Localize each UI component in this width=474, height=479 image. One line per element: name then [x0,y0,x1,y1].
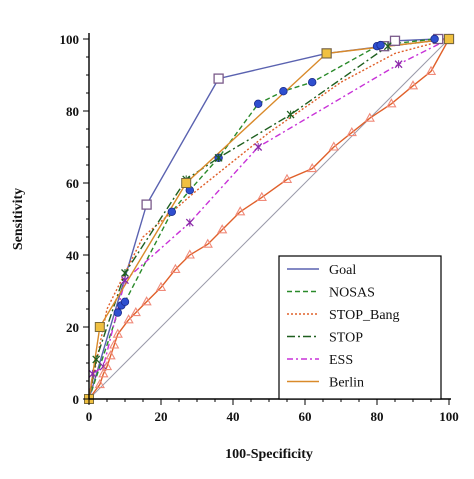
x-tick-label: 20 [155,409,168,424]
data-point-ess-5 [101,360,113,371]
data-point-ess-5 [386,98,397,108]
data-point-nosas-1 [376,40,385,50]
data-point-ess-4 [394,60,403,69]
legend-label: ESS [329,353,353,368]
data-point-berlin-6 [181,178,192,188]
data-point-ess-5 [94,378,105,389]
data-point-ess-5 [281,173,293,183]
y-tick-label: 40 [66,248,79,263]
y-axis-title: Sensitivity [11,188,26,250]
data-point-berlin-6 [321,48,332,59]
data-point-stop-3 [286,110,295,119]
data-point-ess-5 [112,328,123,338]
data-point-ess-5 [105,350,116,360]
x-tick-label: 80 [371,409,384,424]
data-point-ess-5 [364,112,375,122]
reference-diagonal-line [88,38,450,400]
x-tick-label: 40 [227,409,240,424]
data-point-nosas-1 [254,99,263,108]
data-point-ess-4 [121,276,129,285]
y-tick-label: 0 [73,392,80,407]
legend-label: STOP [329,331,363,346]
series-line-stop-bang-2 [88,38,450,400]
data-point-ess-5 [407,80,419,90]
data-point-goal-0 [213,73,224,84]
legend-label: Goal [329,263,356,278]
x-tick-label: 0 [86,409,93,424]
data-point-ess-5 [123,314,134,324]
reference-diagonal-layer [88,38,450,400]
data-point-ess-5 [346,126,357,137]
x-tick-label: 60 [299,409,312,424]
data-point-berlin-6 [94,322,105,332]
data-point-ess-4 [88,369,97,378]
data-point-stop-3 [121,269,129,277]
legend-label: NOSAS [329,286,375,301]
data-point-ess-5 [98,368,109,378]
data-point-ess-5 [184,249,195,259]
data-point-nosas-1 [430,34,439,44]
y-tick-label: 60 [66,176,79,191]
y-tick-label: 20 [66,320,79,335]
data-point-ess-4 [254,143,263,151]
data-point-ess-5 [328,141,339,151]
data-point-ess-5 [109,339,120,349]
data-point-ess-5 [256,191,267,201]
data-point-ess-5 [217,224,228,234]
data-point-nosas-1 [167,207,176,216]
x-tick-label: 100 [439,409,459,424]
legend: Goal NOSAS STOP_Bang STOP ESS Berlin [278,255,442,400]
series-line-ess-4 [88,38,450,400]
series-line-ess-5 [88,38,450,400]
axes-layer: 0 20 40 60 80 100 0 20 40 60 80 100 [60,32,459,424]
y-tick-label: 80 [66,104,79,119]
data-point-nosas-1 [120,297,130,306]
data-point-nosas-1 [308,77,317,87]
y-tick-label: 100 [60,32,80,47]
data-point-ess-5 [202,238,213,248]
data-point-ess-5 [425,65,437,75]
data-point-berlin-6 [444,34,454,44]
data-point-stop-3 [92,355,101,364]
data-point-ess-5 [155,281,167,291]
legend-box [278,255,442,400]
data-point-stop-3 [383,42,392,51]
data-point-nosas-1 [113,308,122,317]
data-point-ess-5 [130,306,141,317]
data-point-nosas-1 [279,86,288,96]
data-point-ess-4 [185,218,194,227]
data-point-ess-5 [170,263,181,273]
data-point-ess-5 [235,206,246,216]
data-point-goal-0 [141,199,152,210]
data-point-ess-5 [141,296,152,306]
data-point-ess-5 [307,162,318,173]
legend-label: STOP_Bang [329,308,400,323]
data-point-goal-0 [389,35,401,46]
legend-label: Berlin [329,376,364,391]
data-point-stop-3 [214,153,223,162]
x-axis-title: 100-Specificity [225,447,313,462]
marker-layer [84,33,455,404]
